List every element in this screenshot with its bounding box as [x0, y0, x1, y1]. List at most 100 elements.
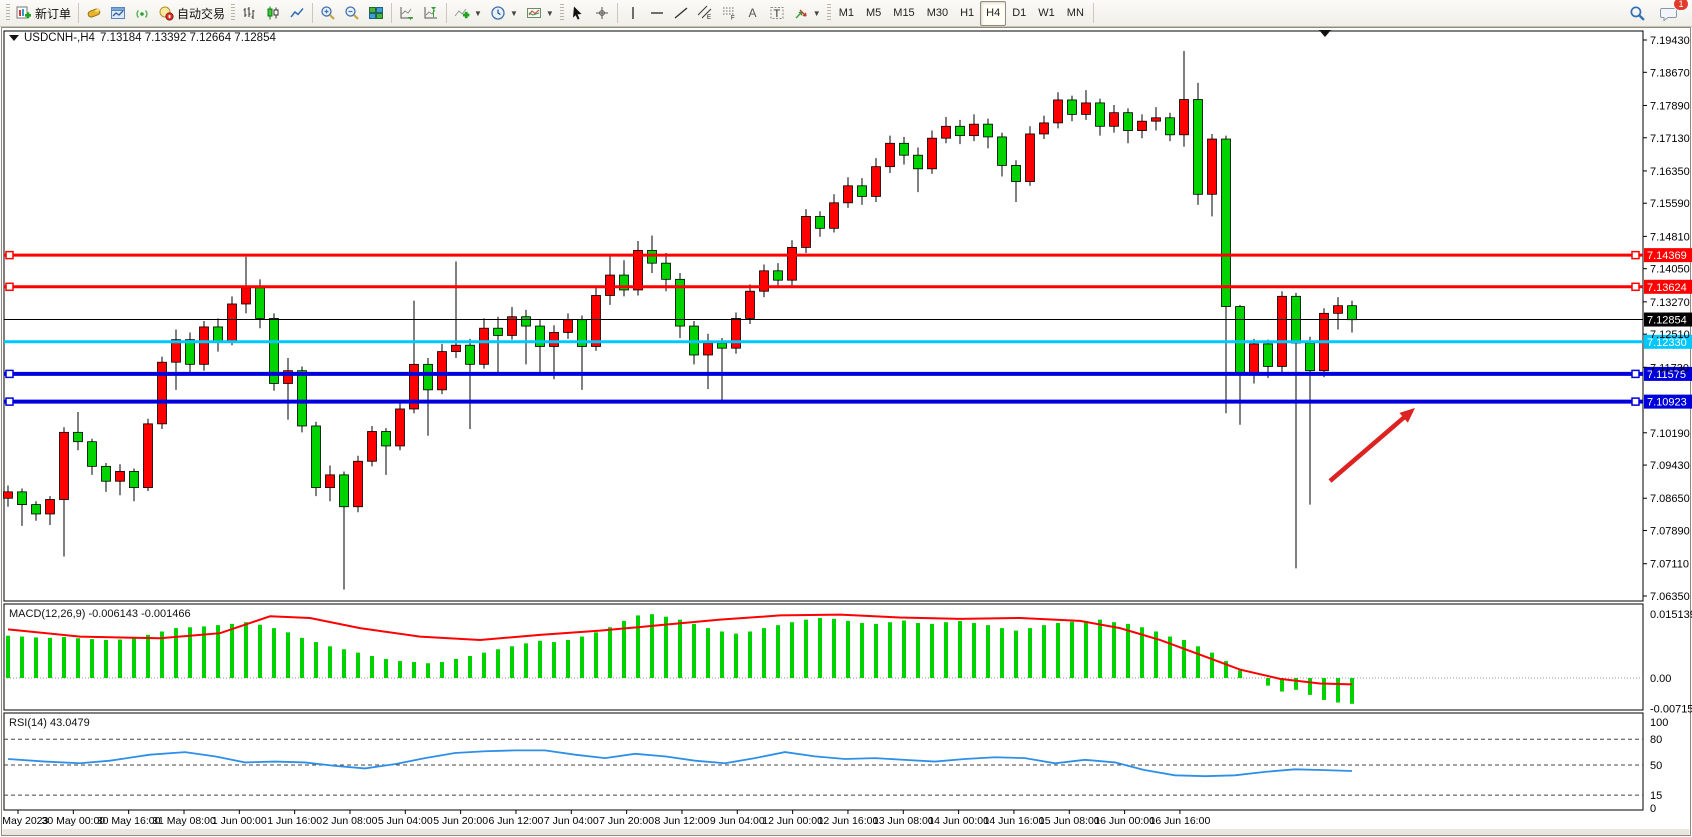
timeframe-M1-button[interactable]: M1 — [838, 7, 854, 19]
toolbar-separator — [312, 3, 314, 23]
zoom-out-button[interactable] — [340, 2, 364, 24]
timeframe-M30-button[interactable]: M30 — [926, 7, 949, 19]
text-label-tool-button[interactable]: T — [765, 2, 789, 24]
cursor-tool-button[interactable] — [566, 2, 590, 24]
rsi-scale-label: 0 — [1650, 803, 1656, 815]
toolbar-grip — [6, 4, 10, 22]
notification-badge: 1 — [1673, 0, 1689, 11]
chart-shift-button[interactable] — [419, 2, 443, 24]
candle-body — [17, 491, 27, 506]
line-price-label-text: 7.14369 — [1647, 250, 1687, 262]
time-axis-label: 30 May 00:00 — [42, 815, 106, 827]
price-tick-label: 7.17130 — [1650, 133, 1690, 145]
time-axis-label: 15 Jun 08:00 — [1039, 815, 1100, 827]
timeframe-W1-button[interactable]: W1 — [1038, 7, 1055, 19]
bar-chart-button[interactable] — [237, 2, 261, 24]
candlestick-button[interactable] — [261, 2, 285, 24]
macd-scale-min: -0.007156 — [1650, 703, 1692, 715]
candle-body — [1109, 112, 1119, 127]
charts-icon — [111, 7, 126, 19]
chart-shift-marker[interactable] — [1319, 30, 1331, 37]
toolbar-separator — [78, 3, 80, 23]
candle-body — [1081, 102, 1091, 115]
candle-body — [731, 318, 741, 349]
candle-body — [997, 136, 1007, 166]
periods-button[interactable]: ▼ — [486, 2, 522, 24]
zoom-in-button[interactable] — [316, 2, 340, 24]
trend-arrow-shaft[interactable] — [1328, 413, 1409, 483]
candle-body — [297, 370, 307, 427]
line-handle[interactable] — [5, 397, 14, 406]
line-handle[interactable] — [5, 369, 14, 379]
add-indicator-button[interactable]: ▼ — [450, 2, 486, 24]
price-tick-label: 7.07110 — [1650, 559, 1689, 571]
crosshair-tool-button[interactable] — [590, 2, 614, 24]
market-button[interactable] — [82, 2, 106, 24]
chevron-down-icon: ▼ — [545, 8, 554, 18]
vertical-line-icon — [632, 7, 634, 19]
line-handle[interactable] — [5, 250, 14, 260]
text-tool-button[interactable]: A — [741, 2, 765, 24]
candle-body — [885, 142, 895, 168]
candle-body — [157, 361, 167, 425]
templates-button[interactable]: ▼ — [522, 2, 558, 24]
tile-windows-icon — [369, 7, 384, 19]
chart-area[interactable]: 7.14369 7.13624 7.12330 7.11575 7.10923 7.128… — [0, 27, 1692, 837]
toolbar-grip — [826, 4, 831, 22]
symbol-dropdown-icon[interactable] — [9, 35, 19, 41]
zoom-out-icon — [345, 6, 359, 20]
auto-scroll-button[interactable] — [395, 2, 419, 24]
horizontal-line-tool-button[interactable] — [645, 2, 669, 24]
candle-body — [815, 216, 825, 229]
price-tick-label: 7.18670 — [1650, 67, 1690, 79]
candle-body — [983, 123, 993, 138]
new-order-button[interactable]: 新订单 — [12, 2, 75, 24]
candle-body — [31, 504, 41, 515]
line-handle[interactable] — [1631, 282, 1640, 292]
candle-body — [143, 423, 153, 489]
time-axis-label: 5 Jun 20:00 — [433, 815, 488, 827]
price-tick-label: 7.10190 — [1650, 428, 1690, 440]
price-tick-label: 7.13270 — [1650, 297, 1690, 309]
search-button[interactable] — [1625, 2, 1650, 24]
line-handle[interactable] — [5, 282, 14, 292]
candle-body — [871, 166, 881, 197]
candle-body — [801, 216, 811, 248]
tile-windows-button[interactable] — [364, 2, 388, 24]
candle-body — [199, 326, 209, 365]
text-label-icon: T — [770, 7, 784, 20]
market-icon — [87, 8, 101, 18]
timeframe-D1-button[interactable]: D1 — [1012, 7, 1027, 19]
line-handle[interactable] — [1631, 397, 1640, 406]
chat-button[interactable]: 1 — [1656, 0, 1689, 24]
toolbar-separator — [391, 3, 393, 23]
vertical-line-tool-button[interactable] — [621, 2, 645, 24]
signals-button[interactable] — [130, 2, 154, 24]
time-axis-label: 6 Jun 12:00 — [489, 815, 544, 827]
equidistant-channel-icon: E — [697, 5, 712, 21]
price-tick-label: 7.11730 — [1650, 362, 1689, 374]
line-handle[interactable] — [1631, 369, 1640, 379]
timeframe-M5-button[interactable]: M5 — [866, 7, 882, 19]
charts-button[interactable] — [106, 2, 130, 24]
candle-body — [269, 318, 279, 384]
candle-body — [283, 370, 293, 384]
macd-scale-zero: 0.00 — [1650, 673, 1671, 685]
timeframe-M15-button[interactable]: M15 — [893, 7, 915, 19]
line-chart-button[interactable] — [285, 2, 309, 24]
timeframe-H1-button[interactable]: H1 — [960, 7, 975, 19]
fibonacci-tool-button[interactable]: F — [717, 2, 741, 24]
main-pane — [3, 30, 1644, 602]
line-price-label-text: 7.12854 — [1647, 315, 1687, 327]
arrows-tool-button[interactable]: ▼ — [789, 2, 825, 24]
timeframe-H4-button[interactable]: H4 — [980, 0, 1007, 26]
candle-body — [1039, 122, 1049, 135]
trendline-tool-button[interactable] — [669, 2, 693, 24]
rsi-scale-label: 80 — [1650, 734, 1662, 746]
timeframe-bar: M1 M5 M15 M30 H1 H4 D1 W1 MN — [833, 0, 1090, 26]
equidistant-channel-tool-button[interactable]: E — [693, 2, 717, 24]
line-handle[interactable] — [1631, 250, 1640, 260]
timeframe-MN-button[interactable]: MN — [1066, 7, 1084, 19]
trend-arrow-head[interactable] — [1399, 408, 1415, 423]
auto-trading-button[interactable]: 自动交易 — [154, 2, 229, 24]
